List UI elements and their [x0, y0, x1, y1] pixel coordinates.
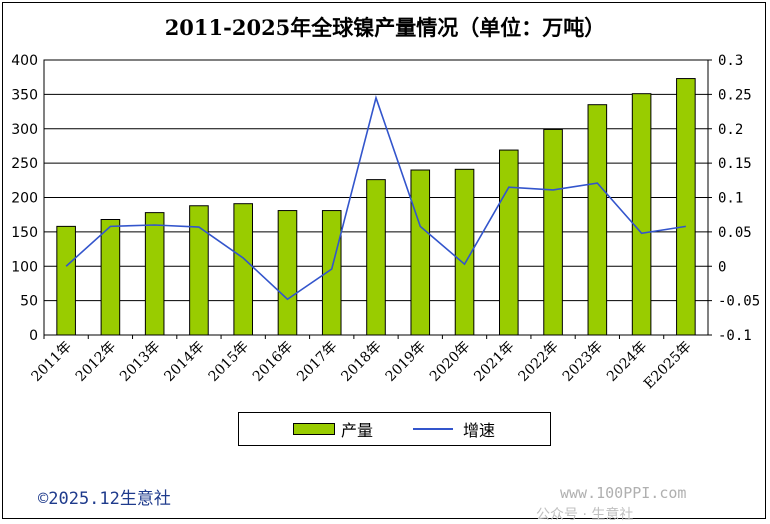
bar-production	[321, 210, 342, 336]
y-right-tick-label: 0.25	[718, 87, 752, 103]
bar-production	[410, 169, 431, 336]
x-tick-label: 2011年	[29, 339, 75, 385]
legend-line-swatch	[413, 428, 454, 430]
watermark-text: www.100PPI.com	[560, 484, 687, 502]
x-tick-label: 2018年	[338, 339, 384, 385]
bar-production	[233, 203, 253, 336]
line-growth	[65, 95, 686, 301]
chart-frame	[2, 2, 766, 519]
y-left-tick-label: 50	[20, 294, 38, 310]
y-right-tick-label: 0.05	[718, 225, 752, 241]
x-tick-label: 2021年	[471, 339, 517, 385]
x-tick-label: 2023年	[560, 339, 606, 385]
legend-item-production: 产量	[293, 417, 373, 441]
y-right-tick-label: 0.2	[718, 122, 743, 138]
bar-production	[587, 104, 608, 336]
legend: 产量 增速	[238, 412, 551, 446]
bar-production	[100, 219, 121, 336]
legend-item-growth: 增速	[413, 417, 495, 441]
bar-production	[56, 225, 76, 336]
y-left-tick-label: 150	[11, 225, 38, 241]
legend-label-growth: 增速	[463, 421, 496, 440]
x-tick-label: 2013年	[117, 339, 163, 385]
y-right-tick-label: 0.3	[718, 53, 743, 69]
copyright-text: ©2025.12生意社	[38, 489, 171, 509]
bar-production	[543, 128, 563, 336]
x-tick-label: 2019年	[383, 339, 429, 385]
y-left-tick-label: 200	[11, 191, 38, 207]
x-tick-label: 2016年	[250, 339, 296, 385]
x-tick-label: 2015年	[206, 339, 252, 385]
bar-production	[454, 168, 475, 336]
y-left-tick-label: 350	[11, 87, 38, 103]
y-right-tick-label: 0.1	[718, 191, 743, 207]
x-tick-label: 2017年	[294, 339, 340, 385]
legend-label-production: 产量	[341, 421, 374, 440]
chart-title: 2011-2025年全球镍产量情况（单位：万吨）	[164, 15, 606, 40]
bar-production	[144, 212, 165, 336]
x-tick-label: E2025年	[641, 339, 695, 393]
legend-bar-swatch	[293, 423, 335, 435]
x-tick-label: 2020年	[427, 339, 473, 385]
bar-production	[189, 205, 209, 336]
y-left-tick-label: 400	[11, 53, 38, 69]
y-right-tick-label: -0.1	[718, 328, 752, 344]
bar-production	[366, 179, 386, 336]
y-left-tick-label: 0	[29, 328, 38, 344]
bar-production	[277, 210, 298, 336]
y-left-tick-label: 100	[11, 259, 38, 275]
y-right-tick-label: 0	[718, 259, 726, 275]
x-tick-label: 2014年	[161, 339, 207, 385]
watermark-text-2: 公众号 · 生意社	[536, 507, 634, 523]
bar-production	[631, 93, 652, 336]
y-right-tick-label: 0.15	[718, 156, 752, 172]
x-tick-label: 2012年	[73, 339, 119, 385]
bar-production	[676, 78, 696, 336]
y-left-tick-label: 300	[11, 122, 38, 138]
y-left-tick-label: 250	[11, 156, 38, 172]
x-tick-label: 2022年	[515, 339, 561, 385]
y-right-tick-label: -0.05	[718, 294, 760, 310]
bar-production	[499, 149, 519, 336]
